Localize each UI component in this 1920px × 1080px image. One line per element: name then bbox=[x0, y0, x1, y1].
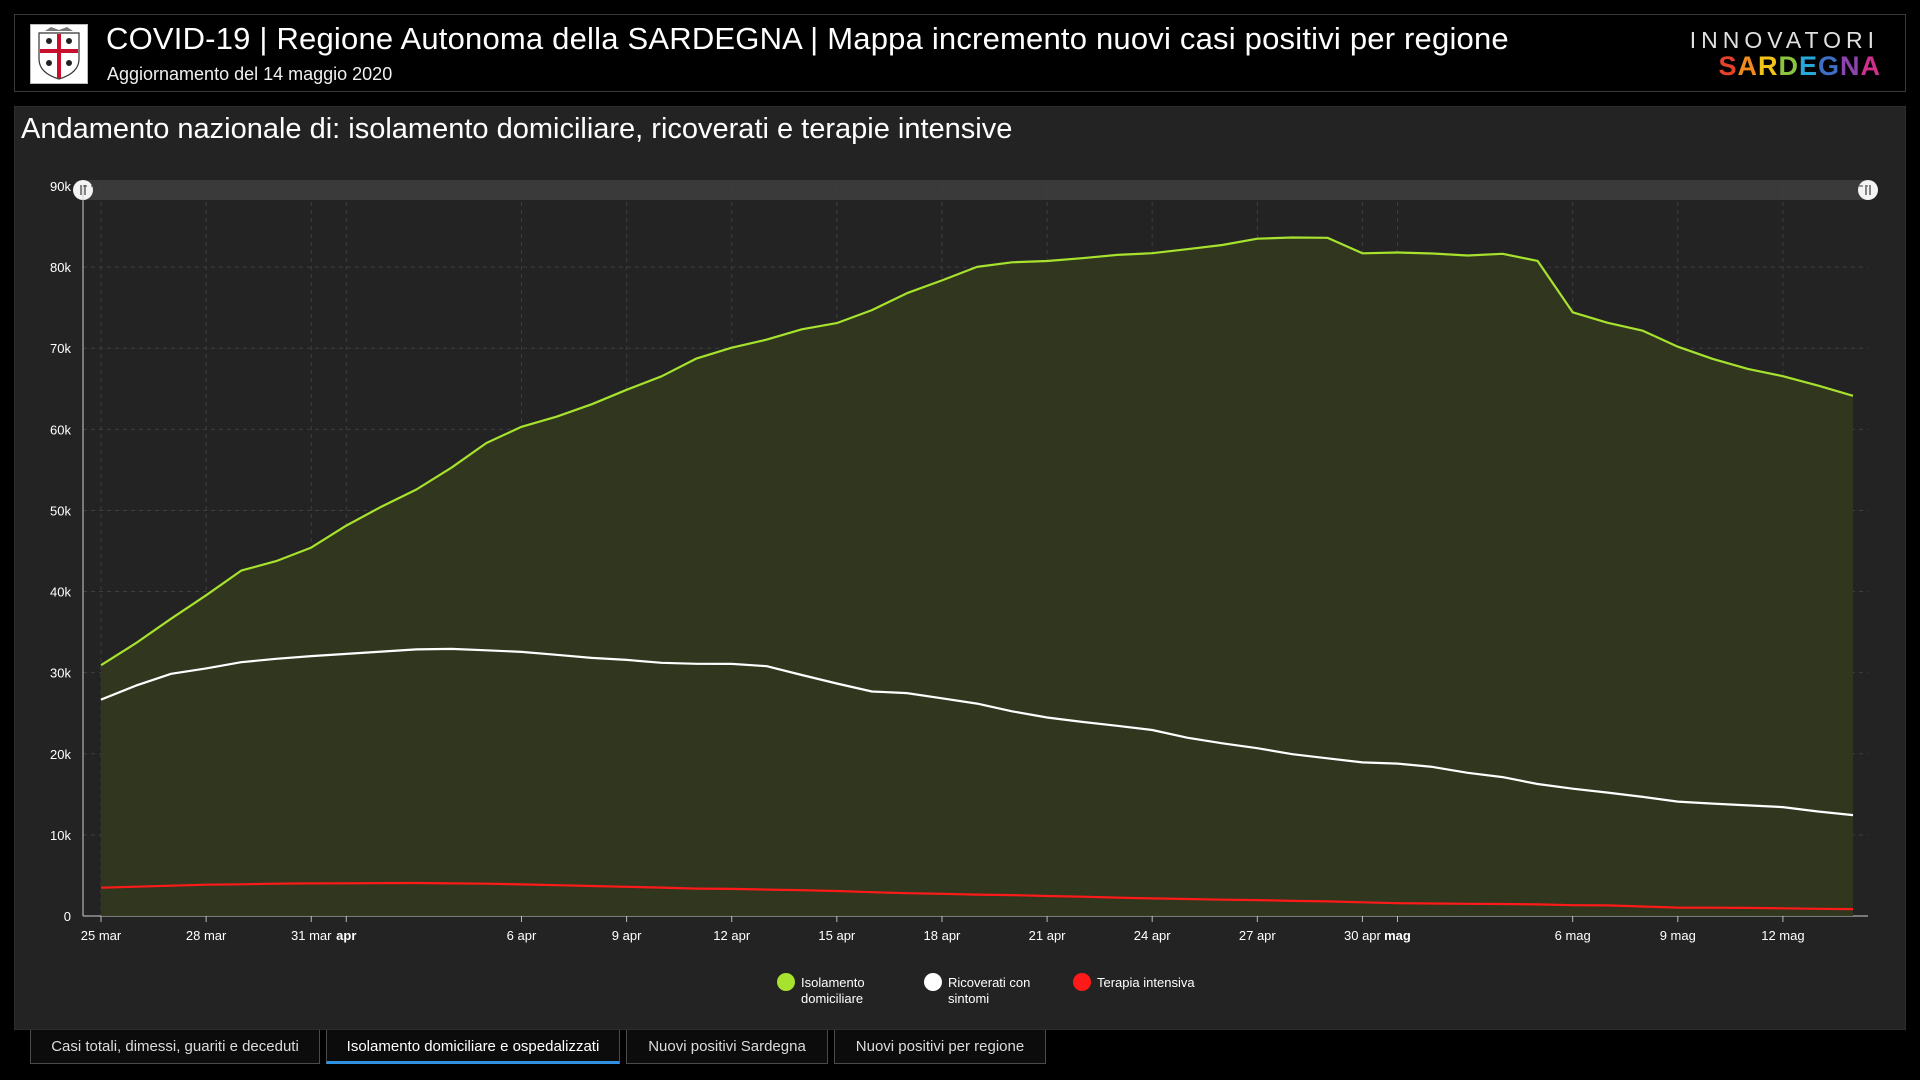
x-tick-label: 28 mar bbox=[186, 928, 227, 943]
legend-label: Ricoverati con bbox=[948, 975, 1030, 990]
legend-label-line2: domiciliare bbox=[801, 991, 863, 1006]
brand-letter: R bbox=[1757, 51, 1779, 81]
y-tick-label: 50k bbox=[50, 503, 71, 518]
y-tick-label: 80k bbox=[50, 260, 71, 275]
x-tick-label: 9 mag bbox=[1660, 928, 1696, 943]
y-tick-label: 90k bbox=[50, 179, 71, 194]
tab-3[interactable]: Nuovi positivi Sardegna bbox=[626, 1030, 828, 1064]
legend-marker bbox=[924, 973, 942, 991]
x-tick-label: 12 apr bbox=[713, 928, 751, 943]
series-line-2 bbox=[100, 647, 1854, 817]
chart-panel: Andamento nazionale di: isolamento domic… bbox=[14, 106, 1906, 1030]
tab-1[interactable]: Casi totali, dimessi, guariti e deceduti bbox=[30, 1030, 320, 1064]
x-tick-label: 9 apr bbox=[612, 928, 642, 943]
x-tick-label: 15 apr bbox=[818, 928, 856, 943]
page-title: COVID-19 | Regione Autonoma della SARDEG… bbox=[106, 21, 1509, 56]
x-tick-label: 18 apr bbox=[924, 928, 962, 943]
y-tick-label: 0 bbox=[64, 909, 71, 924]
brand-letter: S bbox=[1718, 51, 1738, 81]
x-tick-label: mag bbox=[1384, 928, 1411, 943]
tab-2[interactable]: Isolamento domiciliare e ospedalizzati bbox=[326, 1030, 620, 1064]
x-tick-label: 27 apr bbox=[1239, 928, 1277, 943]
legend-label-line2: sintomi bbox=[948, 991, 989, 1006]
brand-letter: E bbox=[1798, 51, 1818, 81]
update-date: Aggiornamento del 14 maggio 2020 bbox=[107, 64, 393, 84]
y-tick-label: 40k bbox=[50, 585, 71, 600]
chart: 0 10k 20k 30k 40k 50k 60k 70k 80k 90k 25 mar 28 mar… bbox=[50, 179, 1878, 1006]
x-tick-label: 12 mag bbox=[1761, 928, 1804, 943]
tab-4[interactable]: Nuovi positivi per regione bbox=[834, 1030, 1046, 1064]
isolamento-area bbox=[101, 237, 1853, 916]
y-tick-label: 30k bbox=[50, 666, 71, 681]
crest-icon bbox=[38, 27, 80, 80]
brand-letter: D bbox=[1778, 51, 1799, 81]
legend-marker bbox=[777, 973, 795, 991]
x-tick-label: apr bbox=[336, 928, 356, 943]
zoom-slider-track bbox=[83, 180, 1868, 200]
brand-letter: A bbox=[1860, 51, 1881, 81]
x-tick-label: 24 apr bbox=[1134, 928, 1172, 943]
y-tick-label: 70k bbox=[50, 341, 71, 356]
brand-letter: N bbox=[1840, 51, 1861, 81]
legend-label: Isolamento bbox=[801, 975, 865, 990]
brand-letter: G bbox=[1817, 51, 1840, 81]
x-tick-label: 6 apr bbox=[507, 928, 537, 943]
y-tick-label: 10k bbox=[50, 828, 71, 843]
x-tick-label: 21 apr bbox=[1029, 928, 1067, 943]
brand-letter: A bbox=[1737, 51, 1758, 81]
x-tick-label: 30 apr bbox=[1344, 928, 1382, 943]
x-tick-label: 31 mar bbox=[291, 928, 332, 943]
x-tick-label: 25 mar bbox=[81, 928, 122, 943]
y-tick-label: 60k bbox=[50, 422, 71, 437]
sardinia-crest-logo bbox=[30, 24, 88, 84]
y-tick-label: 20k bbox=[50, 747, 71, 762]
series-line-3 bbox=[100, 881, 1854, 911]
brand-sardegna: SARDEGNA bbox=[1718, 51, 1881, 82]
legend-label: Terapia intensiva bbox=[1097, 975, 1195, 990]
app-header: COVID-19 | Regione Autonoma della SARDEG… bbox=[14, 14, 1906, 92]
zoom-handle-right[interactable] bbox=[1858, 180, 1878, 200]
series-line-1 bbox=[100, 236, 1854, 667]
brand-innovatori: INNOVATORI bbox=[1689, 27, 1879, 53]
x-tick-label: 6 mag bbox=[1555, 928, 1591, 943]
legend-marker bbox=[1073, 973, 1091, 991]
chart-title: Andamento nazionale di: isolamento domic… bbox=[21, 113, 1013, 145]
